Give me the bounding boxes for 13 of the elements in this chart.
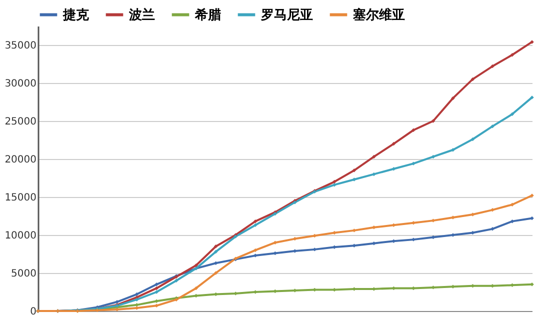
y-tick-label: 10000 xyxy=(4,230,36,242)
legend-label: 塞尔维亚 xyxy=(352,6,405,23)
legend-label: 捷克 xyxy=(62,8,90,23)
y-tick-label: 15000 xyxy=(4,192,36,204)
y-tick-label: 20000 xyxy=(4,154,36,166)
legend-label: 波兰 xyxy=(128,6,155,23)
legend-label: 罗马尼亚 xyxy=(260,8,313,23)
y-tick-label: 25000 xyxy=(4,116,36,128)
y-tick-label: 5000 xyxy=(11,268,36,280)
legend-label: 希腊 xyxy=(194,6,221,23)
y-tick-label: 0 xyxy=(30,306,36,318)
y-tick-label: 30000 xyxy=(4,78,36,90)
y-tick-label: 35000 xyxy=(4,40,36,52)
